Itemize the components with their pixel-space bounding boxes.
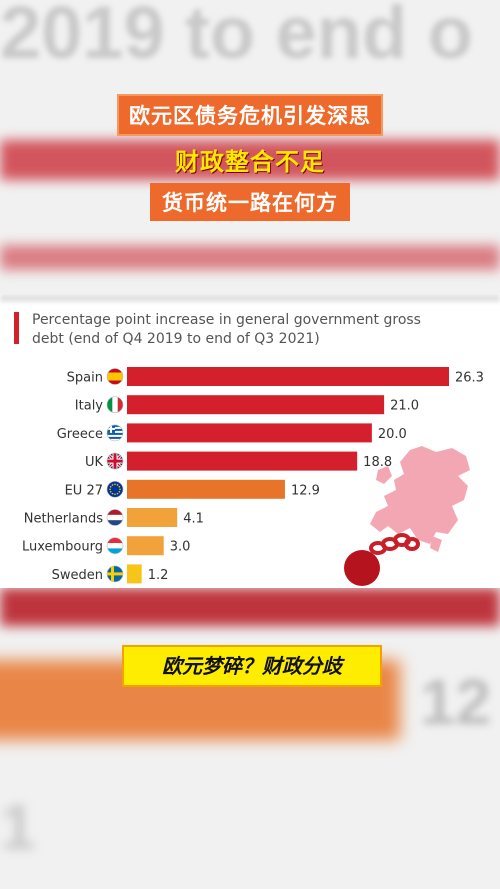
category-label: Italy bbox=[75, 399, 104, 414]
value-label: 21.0 bbox=[390, 399, 419, 414]
caption-banner: 欧元梦碎？财政分歧 bbox=[122, 645, 382, 687]
category-label: Sweden bbox=[52, 568, 103, 583]
luxembourg-flag-icon bbox=[106, 537, 124, 554]
bar-chart: Spain 26.3 Italy 21.0 Greece 20.0 UK 18.8 EU 27 1… bbox=[22, 367, 484, 584]
background-red-band bbox=[0, 245, 500, 270]
headline-line-1: 欧元区债务危机引发深思 bbox=[0, 94, 500, 136]
background-red-band bbox=[0, 588, 500, 626]
chain-icon bbox=[369, 533, 420, 555]
value-label: 26.3 bbox=[455, 371, 484, 386]
europe-map-icon bbox=[344, 446, 470, 586]
value-label: 20.0 bbox=[378, 427, 407, 442]
netherlands-flag-icon bbox=[106, 509, 124, 526]
bar bbox=[127, 367, 449, 386]
headline-text: 货币统一路在何方 bbox=[150, 183, 350, 221]
eu-flag-icon bbox=[106, 481, 124, 498]
headline-line-3: 货币统一路在何方 bbox=[0, 183, 500, 221]
chart-subtitle: Percentage point increase in general gov… bbox=[32, 312, 421, 347]
background-red-band bbox=[0, 140, 500, 180]
background-blurred-text: 2019 to end o bbox=[0, 0, 473, 74]
bar bbox=[127, 479, 285, 499]
value-label: 4.1 bbox=[183, 512, 204, 527]
headline-line-2: 财政整合不足 bbox=[0, 140, 500, 179]
category-label: Luxembourg bbox=[22, 540, 103, 555]
spain-flag-icon bbox=[106, 368, 124, 385]
bar bbox=[127, 536, 164, 556]
value-label: 1.2 bbox=[148, 568, 169, 583]
category-label: Greece bbox=[57, 427, 103, 442]
category-label: Netherlands bbox=[24, 512, 103, 527]
value-label: 12.9 bbox=[291, 483, 320, 498]
background-blurred-number: 1 bbox=[0, 791, 36, 863]
iron-ball-icon bbox=[344, 550, 380, 586]
europe-map-shape bbox=[370, 446, 470, 552]
bar bbox=[127, 451, 358, 471]
value-label: 3.0 bbox=[170, 540, 191, 555]
bar bbox=[127, 423, 372, 443]
category-label: UK bbox=[85, 455, 104, 470]
headline-text: 财政整合不足 bbox=[175, 148, 325, 176]
category-label: EU 27 bbox=[65, 483, 103, 498]
bar bbox=[127, 508, 178, 527]
bar bbox=[127, 395, 385, 415]
background-blurred-number: 12 bbox=[420, 666, 492, 738]
title-accent-bar bbox=[14, 312, 19, 344]
greece-flag-icon bbox=[106, 424, 124, 442]
headline-text: 欧元区债务危机引发深思 bbox=[117, 94, 383, 136]
italy-flag-icon bbox=[106, 396, 124, 413]
bar bbox=[127, 564, 142, 584]
sweden-flag-icon bbox=[106, 565, 124, 583]
category-label: Spain bbox=[67, 371, 103, 386]
card-cropped-title-strip bbox=[0, 294, 500, 302]
uk-flag-icon bbox=[106, 452, 124, 470]
value-label: 18.8 bbox=[363, 455, 392, 470]
